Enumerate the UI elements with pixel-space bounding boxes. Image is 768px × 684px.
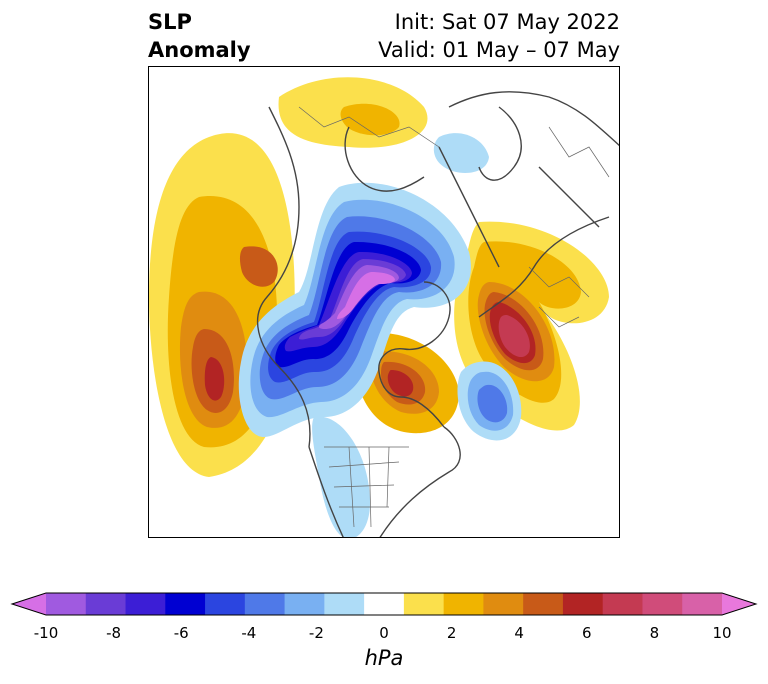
colorbar-segment	[403, 593, 445, 615]
valid-range: Valid: 01 May – 07 May	[378, 38, 620, 62]
colorbar-extend-min	[12, 593, 46, 615]
colorbar-tick-label: 0	[379, 624, 389, 642]
map-canvas	[149, 77, 619, 537]
colorbar-tick-label: 4	[514, 624, 524, 642]
borders	[298, 106, 610, 528]
colorbar-segment	[364, 593, 405, 615]
colorbar-segment	[562, 593, 604, 615]
colorbar-segment	[205, 593, 246, 615]
colorbar-segment	[125, 593, 166, 615]
colorbar-segment	[483, 593, 524, 615]
colorbar-tick-label: -8	[106, 624, 122, 642]
negative-anomaly-us-west	[312, 416, 371, 537]
colorbar-segment	[324, 593, 365, 615]
map-title: SLP Anomaly	[148, 8, 251, 64]
colorbar-extend-max	[722, 593, 756, 615]
colorbar-segment	[85, 593, 127, 615]
colorbar-tick-label: -10	[33, 624, 59, 642]
negative-anomaly-arctic	[238, 182, 471, 437]
title-line-2: Anomaly	[148, 38, 251, 62]
colorbar-tick-label: 6	[582, 624, 592, 642]
positive-anomaly-hudson	[354, 333, 459, 434]
colorbar-tick-label: 8	[649, 624, 660, 642]
negative-anomaly-atlantic	[457, 361, 522, 441]
colorbar-segment	[682, 593, 723, 615]
title-line-1: SLP	[148, 10, 192, 34]
colorbar-segment	[443, 593, 484, 615]
colorbar-tick-label: -4	[241, 624, 257, 642]
init-date: Init: Sat 07 May 2022	[394, 10, 620, 34]
coastlines	[256, 91, 619, 537]
colorbar-segment	[642, 593, 683, 615]
colorbar-unit-label: hPa	[364, 646, 404, 670]
positive-anomaly-siberia	[278, 77, 428, 148]
colorbar-segment	[244, 593, 286, 615]
colorbar-segment	[602, 593, 643, 615]
colorbar	[0, 588, 768, 678]
colorbar-tick-label: 2	[446, 624, 457, 642]
colorbar-segment	[284, 593, 325, 615]
colorbar-outline	[10, 592, 758, 616]
colorbar-strip	[10, 592, 758, 616]
colorbar-tick-label: 10	[712, 624, 732, 642]
colorbar-tick-label: -2	[308, 624, 324, 642]
colorbar-tick-label: -6	[173, 624, 189, 642]
anomaly-map	[148, 66, 620, 538]
colorbar-segment	[165, 593, 206, 615]
date-info: Init: Sat 07 May 2022 Valid: 01 May – 07…	[378, 8, 620, 64]
colorbar-segment	[46, 593, 87, 615]
colorbar-segment	[523, 593, 564, 615]
